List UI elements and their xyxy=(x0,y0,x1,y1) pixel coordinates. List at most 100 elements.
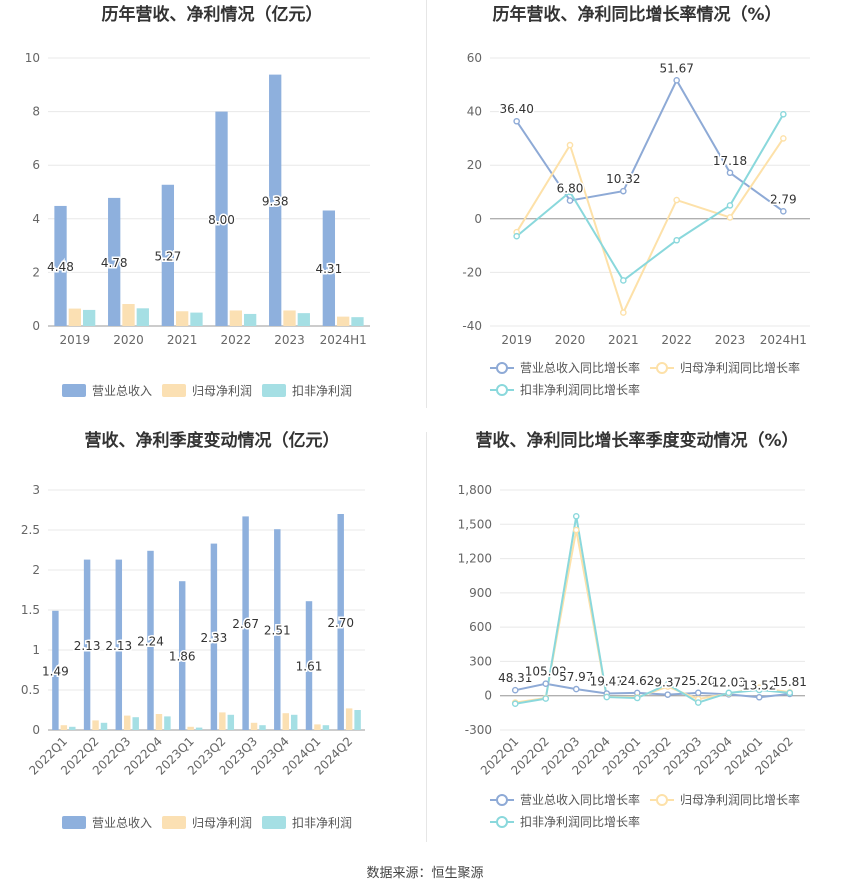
chart-title: 历年营收、净利情况（亿元） xyxy=(102,4,323,25)
line-data-label: 25.20 xyxy=(681,674,715,688)
data-point xyxy=(620,309,627,316)
bar-parent-profit xyxy=(337,316,350,326)
bar-data-label: 2.13 xyxy=(105,639,132,653)
y-tick-label: 1.5 xyxy=(21,603,40,617)
legend-label: 营业总收入 xyxy=(92,384,152,398)
bar-deducted-profit xyxy=(290,714,298,730)
legend-marker xyxy=(656,362,668,374)
data-point xyxy=(694,689,702,697)
annual-growth-rate-svg: 历年营收、净利同比增长率情况（%） -40 -20 0 20 40 60 2019 2020 20… xyxy=(462,4,810,397)
bar-data-label: 2.51 xyxy=(264,624,291,638)
y-tick-label: 8 xyxy=(32,105,40,119)
legend-label: 扣非净利润 xyxy=(292,816,352,830)
line-data-label: 12.03 xyxy=(712,675,746,689)
bar-parent-profit xyxy=(229,310,242,326)
bar-revenue xyxy=(305,601,313,730)
y-tick-label: 20 xyxy=(467,158,482,172)
chart-title: 营收、净利季度变动情况（亿元） xyxy=(85,430,340,451)
legend-label: 归母净利润同比增长率 xyxy=(680,360,800,375)
line-data-label: 51.67 xyxy=(659,61,693,75)
series-line-parent-profit xyxy=(515,137,785,316)
data-point xyxy=(726,169,734,177)
y-tick-label: 1,500 xyxy=(458,517,492,531)
data-point xyxy=(673,196,680,204)
bar-deducted-profit xyxy=(259,725,266,730)
bar-revenue xyxy=(147,550,154,730)
line-data-label: 24.62 xyxy=(620,674,654,688)
line-data-label: 105.02 xyxy=(525,665,567,679)
bar-revenue xyxy=(337,514,344,730)
legend-marker xyxy=(496,816,508,828)
y-tick-label: 1 xyxy=(32,643,40,657)
bar-parent-profit xyxy=(283,310,296,326)
y-tick-label: 0 xyxy=(32,723,40,737)
x-tick-label: 2023 xyxy=(274,333,305,347)
bar-deducted-profit xyxy=(82,309,96,326)
data-point xyxy=(603,693,611,701)
x-tick-label: 2021 xyxy=(167,333,198,347)
bar-revenue xyxy=(242,516,249,730)
data-point xyxy=(755,686,763,694)
data-point xyxy=(780,208,787,215)
bar-revenue xyxy=(210,543,218,730)
legend-swatch xyxy=(162,816,186,829)
y-tick-label: 2.5 xyxy=(21,523,40,537)
legend-label: 扣非净利润同比增长率 xyxy=(520,382,640,397)
bar-parent-profit xyxy=(92,720,99,730)
bar-deducted-profit xyxy=(190,312,203,326)
data-point xyxy=(572,526,580,534)
data-point xyxy=(620,277,627,284)
vertical-divider-bottom xyxy=(426,432,427,842)
y-tick-label: 300 xyxy=(469,654,492,668)
legend-label: 扣非净利润同比增长率 xyxy=(520,814,640,829)
bar-data-label: 1.61 xyxy=(296,660,323,674)
legend-swatch xyxy=(62,384,86,397)
legend-marker xyxy=(496,362,508,374)
bar-parent-profit xyxy=(314,724,321,730)
bar-parent-profit xyxy=(345,708,353,730)
legend-label: 营业总收入同比增长率 xyxy=(520,792,640,807)
bar-deducted-profit xyxy=(164,716,171,730)
bar-data-label: 1.49 xyxy=(42,664,69,678)
line-data-label: 6.80 xyxy=(557,182,584,196)
y-tick-label: 0 xyxy=(484,689,492,703)
y-tick-label: -20 xyxy=(462,265,482,279)
x-tick-label: 2019 xyxy=(501,333,532,347)
bar-revenue xyxy=(115,559,123,730)
bar-revenue xyxy=(54,205,67,326)
x-tick-label: 2019 xyxy=(60,333,91,347)
line-data-label: 9.37 xyxy=(654,676,681,690)
bar-revenue xyxy=(274,529,281,730)
bar-deducted-profit xyxy=(132,717,139,730)
line-data-label: 13.52 xyxy=(742,678,776,692)
annual-revenue-profit-svg: 历年营收、净利情况（亿元） 0 2 4 6 8 10 2019 2020 2021 2022 2023… xyxy=(25,4,370,398)
series-line-deducted-profit xyxy=(515,516,790,705)
legend-swatch xyxy=(262,384,286,397)
data-point xyxy=(673,77,680,84)
data-point xyxy=(664,680,672,688)
legend-swatch xyxy=(62,816,86,829)
data-point xyxy=(511,700,519,708)
quarterly-revenue-profit-svg: 营收、净利季度变动情况（亿元）00.511.522.532022Q12022Q2… xyxy=(21,430,365,830)
x-tick-label: 2024H1 xyxy=(320,333,367,347)
bar-deducted-profit xyxy=(227,714,235,730)
data-point xyxy=(755,693,763,701)
y-tick-label: 900 xyxy=(469,586,492,600)
y-tick-label: 1,800 xyxy=(458,483,492,497)
data-point xyxy=(620,187,627,195)
data-point xyxy=(542,695,550,702)
bar-parent-profit xyxy=(68,308,81,326)
data-point xyxy=(572,685,580,693)
bar-data-label: 8.00 xyxy=(208,213,235,227)
data-point xyxy=(566,197,574,204)
bar-deducted-profit xyxy=(354,710,361,730)
bar-revenue xyxy=(83,559,91,730)
legend-swatch xyxy=(162,384,186,397)
bar-revenue xyxy=(161,184,175,326)
bar-revenue xyxy=(108,197,121,326)
y-tick-label: 4 xyxy=(32,212,40,226)
legend-label: 营业总收入 xyxy=(92,816,152,830)
data-point xyxy=(572,512,580,520)
annual-growth-rate-chart: 历年营收、净利同比增长率情况（%） -40 -20 0 20 40 60 2019 2020 20… xyxy=(425,0,850,430)
y-tick-label: 10 xyxy=(25,51,40,65)
